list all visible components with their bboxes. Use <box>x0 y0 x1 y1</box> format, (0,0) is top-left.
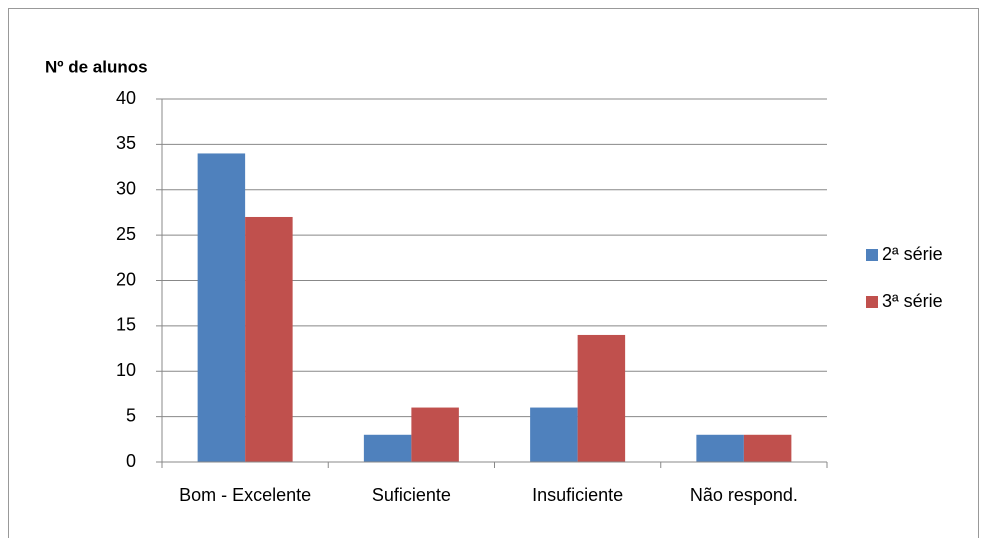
bar <box>245 216 293 462</box>
bar <box>743 434 792 462</box>
y-tick-label: 5 <box>126 405 136 425</box>
y-tick-label: 25 <box>116 224 136 244</box>
x-tick-label: Não respond. <box>690 485 798 505</box>
y-axis-label: Nº de alunos <box>45 57 148 76</box>
chart-border <box>8 8 979 538</box>
legend-label: 3ª série <box>882 291 943 311</box>
y-tick-label: 20 <box>116 269 136 289</box>
y-tick-label: 40 <box>116 88 136 108</box>
y-tick-label: 0 <box>126 451 136 471</box>
x-tick-label: Insuficiente <box>532 485 623 505</box>
y-tick-label: 30 <box>116 179 136 199</box>
bar <box>363 434 412 462</box>
bar <box>577 334 626 462</box>
bar <box>197 153 246 462</box>
y-tick-label: 35 <box>116 133 136 153</box>
x-tick-label: Bom - Excelente <box>179 485 311 505</box>
legend-label: 2ª série <box>882 244 943 264</box>
y-tick-label: 15 <box>116 315 136 335</box>
bar <box>411 407 459 462</box>
legend-swatch <box>866 296 878 308</box>
bar <box>696 434 744 462</box>
y-tick-label: 10 <box>116 360 136 380</box>
bar <box>530 407 578 462</box>
x-tick-label: Suficiente <box>372 485 451 505</box>
legend-swatch <box>866 249 878 261</box>
